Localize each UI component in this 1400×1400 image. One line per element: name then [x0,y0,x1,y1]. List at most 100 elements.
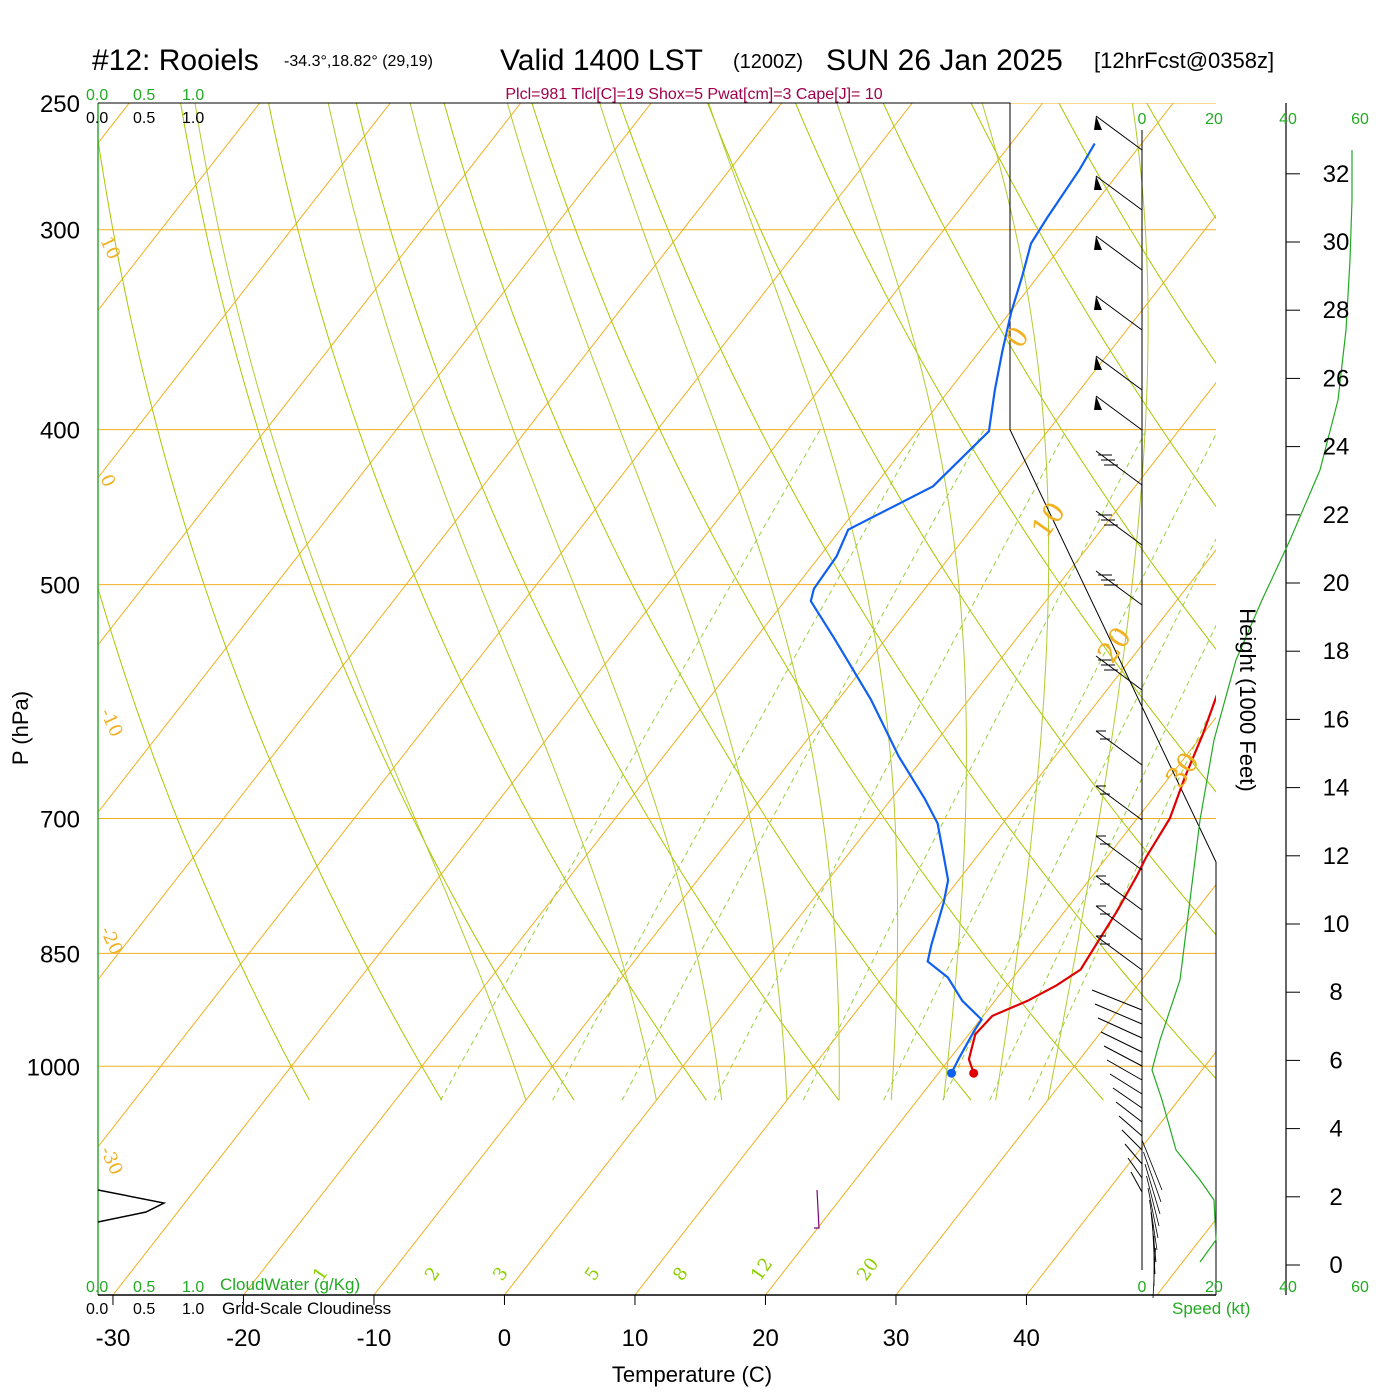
isotherm-line [98,103,261,312]
moist-adiabat-line [506,103,788,1101]
cloudwater-tick-bottom-1: 0.5 [133,1279,155,1296]
wind-barb-low [1127,1157,1143,1179]
temperature-tick-label: 10 [622,1325,649,1352]
isotherm-label: 0 [95,471,119,490]
height-tick-label: 26 [1323,365,1350,392]
wind-barb [1095,905,1143,941]
isotherm-line [243,103,1174,1295]
isotherm-line [98,103,652,814]
moist-adiabat-line [1047,103,1149,1101]
isotherm-line [98,103,522,646]
barb-staff [1095,235,1143,271]
isotherm-line [895,883,1216,1295]
speed-axis-label: Speed (kt) [1172,1299,1250,1318]
barb-staff [1095,730,1143,766]
speed-tick-bottom-0: 0 [1138,1279,1147,1296]
temperature-tick-label: -30 [96,1325,131,1352]
barb-staff [1095,875,1143,911]
isotherm-label: 30 [1159,746,1206,794]
barb-pennant [1094,296,1102,310]
right-frame-line [98,102,1217,1295]
cloudiness-tick-bottom-1: 0.5 [133,1301,155,1318]
wind-barb [1095,875,1143,911]
mixing-ratio-label: 2 [421,1263,445,1284]
speed-tick-bottom-2: 40 [1279,1279,1297,1296]
height-tick-label: 32 [1323,161,1350,188]
barb-staff [1095,935,1143,971]
height-tick-label: 12 [1323,843,1350,870]
wind-barb [1095,785,1143,821]
wind-barb [1094,395,1143,431]
isotherm-line [1156,1218,1216,1295]
wind-barb [1095,510,1143,546]
barb-staff [1095,510,1143,546]
wind-barb-surface [1141,1139,1163,1191]
wind-barb-low [1097,1017,1143,1039]
barb-pennant [1094,116,1102,130]
dry-adiabat-line [707,103,1216,936]
height-tick-label: 30 [1323,229,1350,256]
barb-staff [1095,395,1143,431]
mixing-ratio-line [802,429,1147,1101]
dry-adiabat-line [98,586,310,1101]
height-tick-label: 16 [1323,706,1350,733]
wind-barb [1094,235,1143,271]
temperature-tick-label: 30 [883,1325,910,1352]
temperature-tick-label: -10 [357,1325,392,1352]
cloudiness-tick-bottom-2: 1.0 [182,1301,204,1318]
barb-staff [1095,570,1143,606]
wind-barb-surface [1149,1199,1158,1251]
wind-barb [1095,570,1143,606]
isotherm-line [504,381,1216,1295]
pressure-tick-label: 500 [40,573,80,600]
height-tick-label: 8 [1329,979,1342,1006]
wind-barb-low [1106,1059,1143,1081]
isotherm-label: 10 [1025,496,1072,544]
moist-adiabat-line [327,103,657,1101]
wind-barb [1094,175,1143,211]
height-tick-label: 4 [1329,1116,1342,1143]
profile-layer [809,142,1216,1229]
dry-adiabat-line [355,103,840,1101]
barb-pennant [1094,176,1102,190]
mixing-ratio-line [1028,699,1216,1101]
dry-adiabat-line [794,103,1216,793]
wind-barb-surface [1146,1175,1160,1227]
speed-tick-top-3: 60 [1351,111,1369,128]
cloudwater-tick-top-0: 0.0 [86,87,108,104]
station-coords: -34.3°,18.82° (29,19) [284,53,433,70]
barb-staff [1095,175,1143,211]
temperature-tick-label: 40 [1013,1325,1040,1352]
wind-barb [1094,295,1143,331]
wind-barb [1095,730,1143,766]
isotherm-line [1026,1051,1216,1295]
cloudiness-tick-top-2: 1.0 [182,110,204,127]
wind-barb-low [1124,1143,1143,1165]
mixing-ratio-line [942,537,1216,1101]
cloudiness-tick-top-0: 0.0 [86,110,108,127]
wind-barb-low [1103,1045,1143,1067]
mixing-ratio-line [621,429,985,1101]
wind-barb-low [1112,1087,1143,1109]
isotherm-line [98,103,391,479]
sounding-indices: Plcl=981 Tlcl[C]=19 Shox=5 Pwat[cm]=3 Ca… [505,86,882,103]
pressure-tick-label: 700 [40,806,80,833]
station-title: #12: Rooiels [92,44,259,77]
height-tick-label: 24 [1323,434,1350,461]
barb-staff [1095,785,1143,821]
pressure-tick-label: 250 [40,91,80,118]
barb-pennant [1094,236,1102,250]
mixing-ratio-label: 8 [669,1263,693,1284]
temperature-tick-label: 0 [498,1325,511,1352]
mixing-ratio-line [713,429,1068,1101]
isotherm-line [634,549,1216,1295]
speed-tick-top-2: 40 [1279,111,1297,128]
dry-adiabat-line [1218,75,1400,1101]
surface-temperature-point [969,1068,979,1078]
dry-adiabat-line [98,136,443,1101]
height-axis-label: Height (1000 Feet) [1235,608,1260,791]
height-tick-label: 6 [1329,1047,1342,1074]
wind-barb-low [1121,1129,1143,1151]
height-tick-label: 0 [1329,1252,1342,1279]
